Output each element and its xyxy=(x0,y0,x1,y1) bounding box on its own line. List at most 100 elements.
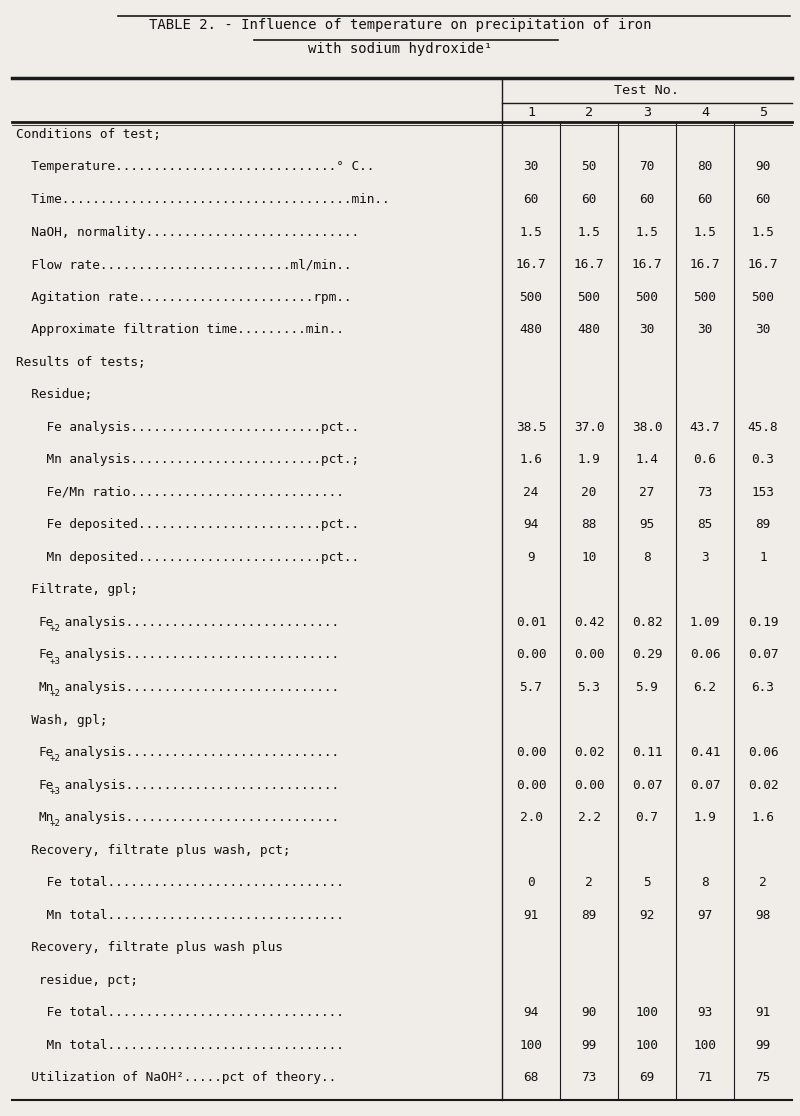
Text: 45.8: 45.8 xyxy=(748,421,778,434)
Text: 90: 90 xyxy=(582,1007,597,1019)
Text: 1: 1 xyxy=(527,106,535,119)
Text: 0.00: 0.00 xyxy=(574,648,604,662)
Text: 0.07: 0.07 xyxy=(690,779,720,791)
Text: 38.0: 38.0 xyxy=(632,421,662,434)
Text: Fe: Fe xyxy=(38,779,54,791)
Text: 91: 91 xyxy=(523,908,538,922)
Text: 1.9: 1.9 xyxy=(694,811,717,824)
Text: 8: 8 xyxy=(643,551,651,564)
Text: 94: 94 xyxy=(523,518,538,531)
Text: 68: 68 xyxy=(523,1071,538,1085)
Text: 1.09: 1.09 xyxy=(690,616,720,629)
Text: 69: 69 xyxy=(639,1071,654,1085)
Text: Fe: Fe xyxy=(38,616,54,629)
Text: 1.5: 1.5 xyxy=(578,225,601,239)
Text: 480: 480 xyxy=(578,324,601,336)
Text: Results of tests;: Results of tests; xyxy=(16,356,146,368)
Text: Fe: Fe xyxy=(38,648,54,662)
Text: Fe deposited........................pct..: Fe deposited........................pct.… xyxy=(16,518,359,531)
Text: 2.2: 2.2 xyxy=(578,811,601,824)
Text: 89: 89 xyxy=(582,908,597,922)
Text: Utilization of NaOH².....pct of theory..: Utilization of NaOH².....pct of theory.. xyxy=(16,1071,336,1085)
Text: 0.06: 0.06 xyxy=(690,648,720,662)
Text: 70: 70 xyxy=(639,161,654,173)
Text: analysis............................: analysis............................ xyxy=(57,745,339,759)
Text: Residue;: Residue; xyxy=(16,388,92,401)
Text: 100: 100 xyxy=(519,1039,542,1052)
Text: 6.3: 6.3 xyxy=(751,681,774,694)
Text: 3: 3 xyxy=(701,551,709,564)
Text: 2: 2 xyxy=(585,106,593,119)
Text: Mn: Mn xyxy=(38,811,54,824)
Text: Recovery, filtrate plus wash, pct;: Recovery, filtrate plus wash, pct; xyxy=(16,844,290,857)
Text: 1.5: 1.5 xyxy=(751,225,774,239)
Text: 80: 80 xyxy=(698,161,713,173)
Text: Approximate filtration time.........min..: Approximate filtration time.........min.… xyxy=(16,324,344,336)
Text: 60: 60 xyxy=(698,193,713,206)
Text: 0.19: 0.19 xyxy=(748,616,778,629)
Text: 1.4: 1.4 xyxy=(635,453,658,466)
Text: 27: 27 xyxy=(639,485,654,499)
Text: 1.5: 1.5 xyxy=(694,225,717,239)
Text: 9: 9 xyxy=(527,551,535,564)
Text: Flow rate.........................ml/min..: Flow rate.........................ml/min… xyxy=(16,258,351,271)
Text: 100: 100 xyxy=(635,1039,658,1052)
Text: Mn total...............................: Mn total............................... xyxy=(16,1039,344,1052)
Text: 0.42: 0.42 xyxy=(574,616,604,629)
Text: 0.7: 0.7 xyxy=(635,811,658,824)
Text: 24: 24 xyxy=(523,485,538,499)
Text: 2.0: 2.0 xyxy=(519,811,542,824)
Text: Filtrate, gpl;: Filtrate, gpl; xyxy=(16,584,138,596)
Text: 100: 100 xyxy=(694,1039,717,1052)
Text: 85: 85 xyxy=(698,518,713,531)
Text: 38.5: 38.5 xyxy=(516,421,546,434)
Text: Time......................................min..: Time....................................… xyxy=(16,193,390,206)
Text: 73: 73 xyxy=(698,485,713,499)
Text: Fe total...............................: Fe total............................... xyxy=(16,1007,344,1019)
Text: 98: 98 xyxy=(755,908,770,922)
Text: +2: +2 xyxy=(49,624,60,633)
Text: Recovery, filtrate plus wash plus: Recovery, filtrate plus wash plus xyxy=(16,941,283,954)
Text: 0.00: 0.00 xyxy=(516,648,546,662)
Text: analysis............................: analysis............................ xyxy=(57,681,339,694)
Text: Test No.: Test No. xyxy=(614,84,679,97)
Text: 2: 2 xyxy=(759,876,767,889)
Text: 0.11: 0.11 xyxy=(632,745,662,759)
Text: 0.41: 0.41 xyxy=(690,745,720,759)
Text: Mn: Mn xyxy=(38,681,54,694)
Text: 43.7: 43.7 xyxy=(690,421,720,434)
Text: 100: 100 xyxy=(635,1007,658,1019)
Text: 5: 5 xyxy=(759,106,767,119)
Text: 2: 2 xyxy=(585,876,593,889)
Text: 5.3: 5.3 xyxy=(578,681,601,694)
Text: Fe analysis.........................pct..: Fe analysis.........................pct.… xyxy=(16,421,359,434)
Text: 92: 92 xyxy=(639,908,654,922)
Text: 16.7: 16.7 xyxy=(632,258,662,271)
Text: 0: 0 xyxy=(527,876,535,889)
Text: 16.7: 16.7 xyxy=(748,258,778,271)
Text: Mn analysis.........................pct.;: Mn analysis.........................pct.… xyxy=(16,453,359,466)
Text: 6.2: 6.2 xyxy=(694,681,717,694)
Text: 89: 89 xyxy=(755,518,770,531)
Text: Agitation rate.......................rpm..: Agitation rate.......................rpm… xyxy=(16,290,351,304)
Text: 1.5: 1.5 xyxy=(635,225,658,239)
Text: with sodium hydroxide¹: with sodium hydroxide¹ xyxy=(308,42,492,56)
Text: 1: 1 xyxy=(759,551,767,564)
Text: Mn deposited........................pct..: Mn deposited........................pct.… xyxy=(16,551,359,564)
Text: 50: 50 xyxy=(582,161,597,173)
Text: residue, pct;: residue, pct; xyxy=(16,974,138,987)
Text: 99: 99 xyxy=(755,1039,770,1052)
Text: 153: 153 xyxy=(751,485,774,499)
Text: 4: 4 xyxy=(701,106,709,119)
Text: 5.9: 5.9 xyxy=(635,681,658,694)
Text: Fe total...............................: Fe total............................... xyxy=(16,876,344,889)
Text: 71: 71 xyxy=(698,1071,713,1085)
Text: +3: +3 xyxy=(49,656,60,665)
Text: 1.6: 1.6 xyxy=(519,453,542,466)
Text: 1.5: 1.5 xyxy=(519,225,542,239)
Text: TABLE 2. - Influence of temperature on precipitation of iron: TABLE 2. - Influence of temperature on p… xyxy=(149,18,651,32)
Text: 0.02: 0.02 xyxy=(748,779,778,791)
Text: 5: 5 xyxy=(643,876,651,889)
Text: 30: 30 xyxy=(639,324,654,336)
Text: 60: 60 xyxy=(582,193,597,206)
